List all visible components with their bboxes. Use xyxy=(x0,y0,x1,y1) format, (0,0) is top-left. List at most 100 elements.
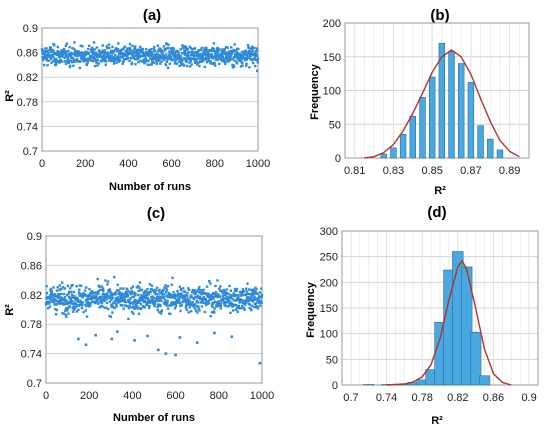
scatter-point xyxy=(198,64,201,68)
scatter-point xyxy=(187,287,190,290)
scatter-point xyxy=(153,45,156,49)
scatter-point xyxy=(91,55,94,59)
scatter-point xyxy=(185,48,188,52)
scatter-point xyxy=(211,305,214,309)
scatter-point xyxy=(106,51,110,54)
scatter-point xyxy=(55,295,58,298)
scatter-point xyxy=(147,293,151,296)
fit-curve xyxy=(364,49,520,159)
scatter-point xyxy=(172,302,175,306)
scatter-point xyxy=(127,50,130,54)
scatter-point xyxy=(212,49,215,52)
scatter-point xyxy=(196,50,200,54)
scatter-point xyxy=(49,46,52,49)
scatter-point xyxy=(192,54,196,58)
scatter-point xyxy=(211,47,214,50)
x-tick-label: 0.7 xyxy=(343,392,358,404)
scatter-point xyxy=(58,302,61,305)
scatter-point xyxy=(126,47,129,50)
y-tick-label: 150 xyxy=(323,52,341,64)
scatter-point xyxy=(245,64,248,68)
scatter-point xyxy=(89,302,92,305)
scatter-point xyxy=(97,289,100,293)
scatter-point xyxy=(181,59,184,62)
scatter-point xyxy=(180,304,183,307)
scatter-point xyxy=(68,64,72,68)
scatter-point xyxy=(197,291,201,294)
scatter-point xyxy=(239,294,243,297)
scatter-point xyxy=(176,289,179,293)
scatter-point xyxy=(137,301,140,304)
scatter-point xyxy=(216,279,219,282)
scatter-point xyxy=(233,287,237,291)
scatter-point xyxy=(204,292,207,295)
scatter-point xyxy=(233,43,236,46)
scatter-point xyxy=(237,306,240,310)
scatter-point xyxy=(55,308,59,312)
scatter-point xyxy=(254,286,257,289)
scatter-point xyxy=(57,59,60,63)
scatter-point xyxy=(95,46,99,49)
scatter-point xyxy=(216,50,219,54)
scatter-point xyxy=(241,64,244,67)
scatter-point xyxy=(125,294,128,298)
scatter-point xyxy=(60,53,63,56)
scatter-point xyxy=(165,304,169,307)
scatter-point xyxy=(109,54,112,58)
y-tick-label: 0.7 xyxy=(23,146,38,158)
scatter-point xyxy=(221,295,225,298)
scatter-point xyxy=(98,306,101,309)
scatter-point xyxy=(50,61,53,64)
scatter-point xyxy=(250,47,254,50)
scatter-point xyxy=(186,291,189,295)
scatter-point xyxy=(171,58,175,62)
scatter-point xyxy=(199,301,203,304)
scatter-point xyxy=(208,53,212,56)
y-tick-label: 0.74 xyxy=(17,121,38,133)
scatter-point xyxy=(169,47,172,50)
scatter-point xyxy=(219,302,223,305)
scatter-point xyxy=(137,54,141,58)
scatter-point xyxy=(127,290,131,293)
scatter-point xyxy=(242,302,245,305)
scatter-point xyxy=(162,45,166,48)
scatter-point xyxy=(92,59,95,63)
scatter-point xyxy=(151,298,155,301)
scatter-point xyxy=(63,287,67,290)
scatter-point xyxy=(192,305,195,308)
scatter-point xyxy=(67,312,70,315)
scatter-point xyxy=(81,45,84,48)
scatter-point xyxy=(114,292,117,296)
scatter-point xyxy=(236,298,239,301)
scatter-point xyxy=(205,46,208,49)
scatter-point xyxy=(176,56,180,60)
scatter-point xyxy=(130,62,133,66)
y-tick-label: 0.74 xyxy=(21,349,42,361)
scatter-point xyxy=(135,286,139,289)
scatter-point xyxy=(160,309,164,312)
scatter-point xyxy=(54,307,57,311)
scatter-point xyxy=(96,58,99,62)
scatter-point xyxy=(69,299,72,302)
scatter-point xyxy=(218,48,221,51)
scatter-point xyxy=(88,297,91,301)
scatter-point xyxy=(204,58,207,61)
scatter-point xyxy=(65,50,68,53)
scatter-point xyxy=(253,64,257,68)
scatter-point xyxy=(258,361,262,365)
scatter-point xyxy=(253,292,256,296)
scatter-point xyxy=(83,289,87,292)
scatter-point xyxy=(227,304,231,307)
scatter-point xyxy=(190,295,193,298)
scatter-point xyxy=(227,54,230,57)
y-tick-label: 200 xyxy=(323,18,341,30)
scatter-point xyxy=(111,305,115,309)
scatter-point xyxy=(113,58,117,61)
scatter-point xyxy=(156,308,159,312)
scatter-point xyxy=(195,305,199,308)
scatter-point xyxy=(67,52,71,56)
scatter-point xyxy=(92,41,96,44)
scatter-point xyxy=(143,306,147,309)
scatter-point xyxy=(71,56,75,60)
scatter-point xyxy=(119,50,123,53)
